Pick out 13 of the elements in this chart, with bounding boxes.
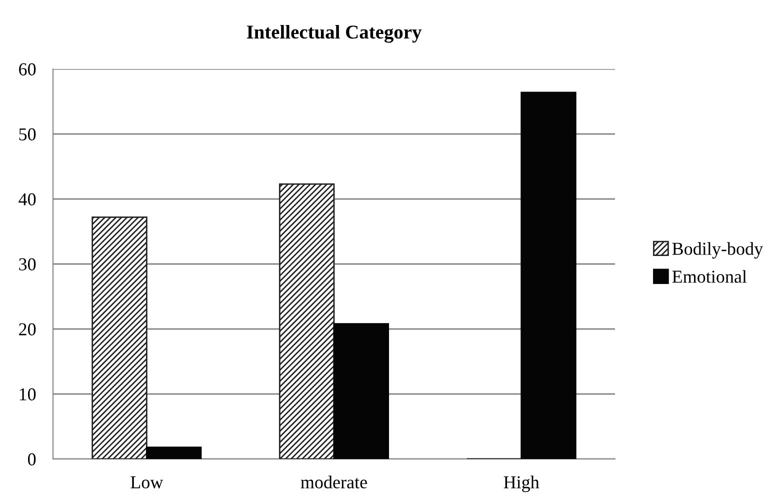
legend-label: Emotional [672, 270, 747, 283]
y-tick-label: 0 [28, 453, 36, 466]
y-tick-label: 50 [19, 128, 36, 140]
x-tick-label: High [504, 476, 540, 492]
y-tick-label: 40 [18, 193, 36, 206]
x-tick-label: moderate [300, 476, 367, 488]
legend-label: Bodily-body [672, 242, 763, 259]
y-tick-label: 10 [20, 388, 36, 400]
y-tick-label: 60 [19, 63, 36, 76]
x-tick-label: Low [130, 476, 164, 488]
chart-title: Intellectual Category [246, 24, 422, 43]
y-tick-label: 30 [19, 258, 36, 270]
y-tick-label: 20 [19, 323, 36, 336]
